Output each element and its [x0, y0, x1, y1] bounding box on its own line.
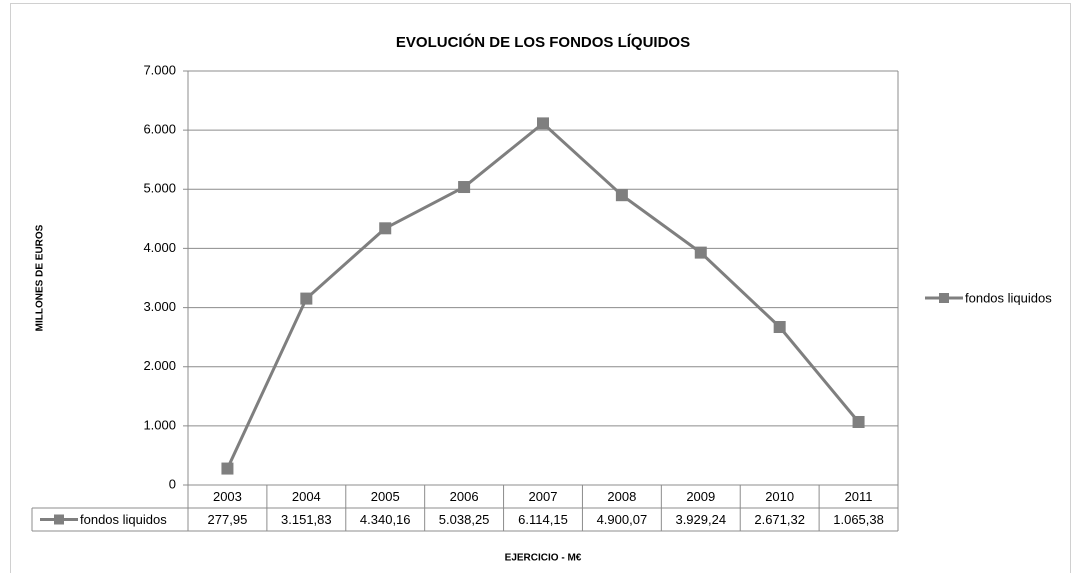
- x-tick-label: 2004: [292, 489, 321, 504]
- x-tick-label: 2005: [371, 489, 400, 504]
- legend-label: fondos liquidos: [965, 290, 1052, 305]
- table-value: 2.671,32: [754, 512, 805, 527]
- table-value: 3.929,24: [675, 512, 726, 527]
- table-value: 1.065,38: [833, 512, 884, 527]
- table-value: 3.151,83: [281, 512, 332, 527]
- x-tick-label: 2006: [450, 489, 479, 504]
- x-tick-label: 2009: [686, 489, 715, 504]
- legend-marker: [939, 293, 949, 303]
- x-tick-label: 2008: [607, 489, 636, 504]
- table-series-name: fondos liquidos: [80, 512, 167, 527]
- data-point: [300, 292, 313, 305]
- y-tick-label: 5.000: [143, 181, 176, 196]
- data-point: [221, 462, 234, 475]
- data-point: [773, 321, 786, 334]
- y-tick-label: 6.000: [143, 122, 176, 137]
- y-tick-label: 1.000: [143, 417, 176, 432]
- x-tick-label: 2007: [529, 489, 558, 504]
- y-axis-title: MILLONES DE EUROS: [35, 224, 46, 331]
- table-value: 4.900,07: [597, 512, 648, 527]
- y-tick-label: 3.000: [143, 299, 176, 314]
- y-tick-label: 4.000: [143, 240, 176, 255]
- chart-frame: [10, 3, 1071, 573]
- y-tick-label: 2.000: [143, 358, 176, 373]
- table-value: 277,95: [208, 512, 248, 527]
- y-tick-label: 0: [169, 476, 176, 491]
- x-axis-title: EJERCICIO - M€: [505, 553, 582, 564]
- data-point: [852, 415, 865, 428]
- table-value: 6.114,15: [518, 512, 568, 527]
- x-tick-label: 2003: [213, 489, 242, 504]
- data-point: [537, 117, 549, 130]
- table-legend-marker: [54, 514, 64, 525]
- x-tick-label: 2010: [765, 489, 794, 504]
- chart-title: EVOLUCIÓN DE LOS FONDOS LÍQUIDOS: [396, 33, 690, 51]
- x-tick-label: 2011: [845, 489, 873, 504]
- data-point: [379, 222, 392, 235]
- data-point: [615, 189, 628, 202]
- y-tick-label: 7.000: [143, 62, 176, 77]
- data-point: [694, 246, 707, 259]
- data-point: [458, 181, 471, 194]
- table-value: 5.038,25: [439, 512, 490, 527]
- table-value: 4.340,16: [360, 512, 411, 527]
